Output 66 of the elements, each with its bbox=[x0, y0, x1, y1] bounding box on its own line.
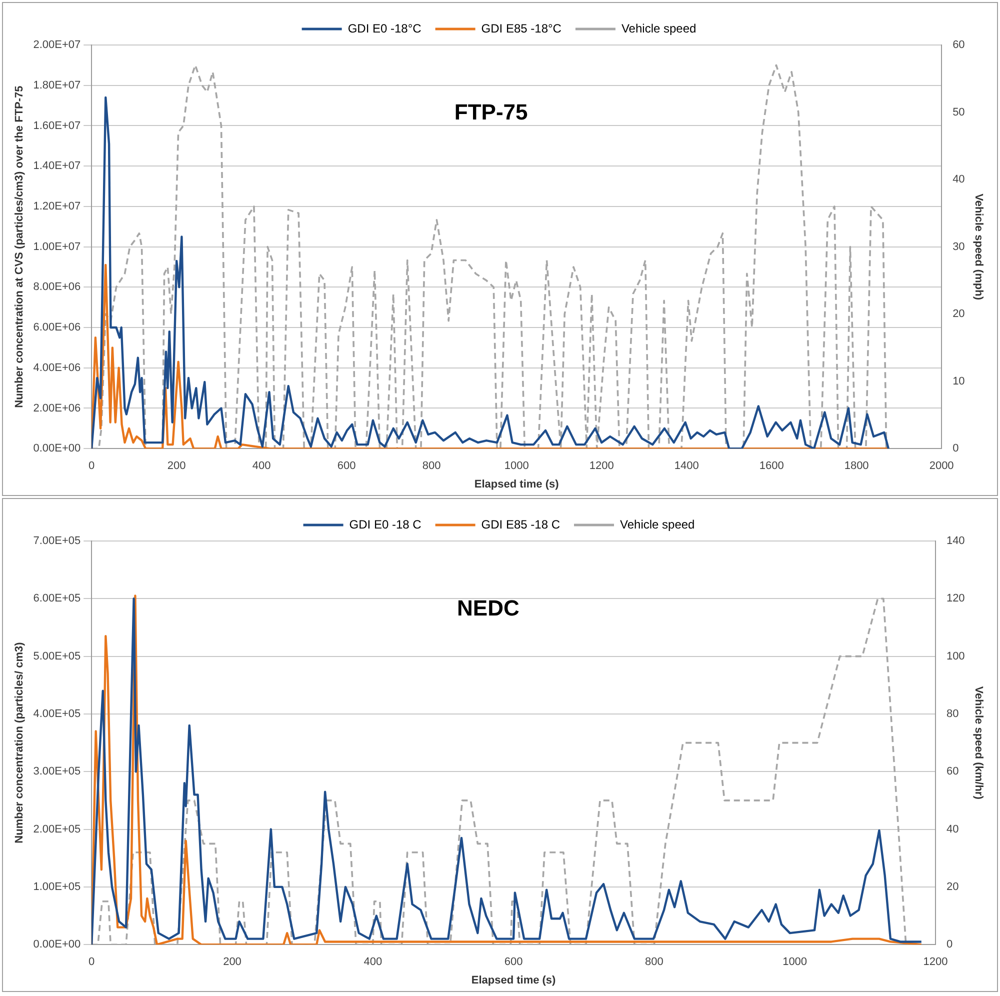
y-tick-label: 2.00E+05 bbox=[33, 823, 81, 836]
x-tick-label: 600 bbox=[504, 956, 523, 968]
x-tick-label: 2000 bbox=[929, 460, 954, 472]
y2-tick-label: 80 bbox=[946, 708, 959, 720]
x-tick-label: 1400 bbox=[674, 460, 699, 472]
x-tick-label: 800 bbox=[644, 956, 664, 968]
x-tick-label: 1600 bbox=[759, 460, 784, 472]
y2-tick-label: 40 bbox=[946, 823, 959, 836]
y-tick-label: 1.20E+07 bbox=[33, 200, 81, 212]
y2-tick-label: 0 bbox=[946, 938, 953, 951]
y2-tick-label: 50 bbox=[952, 106, 965, 118]
x-tick-label: 1800 bbox=[844, 460, 869, 472]
y2-axis-title: Vehicle speed (mph) bbox=[972, 194, 984, 300]
legend-label: GDI E85 -18 C bbox=[481, 517, 560, 532]
y-tick-label: 0.00E+00 bbox=[33, 938, 81, 951]
y2-tick-label: 40 bbox=[952, 174, 965, 186]
y-tick-label: 6.00E+06 bbox=[33, 322, 81, 334]
y2-axis-title: Vehicle speed (km/hr) bbox=[972, 686, 984, 800]
x-tick-label: 0 bbox=[88, 956, 95, 968]
y-tick-label: 1.60E+07 bbox=[33, 120, 81, 132]
legend-label: GDI E85 -18°C bbox=[481, 21, 562, 36]
legend-label: Vehicle speed bbox=[620, 517, 695, 532]
y2-tick-label: 60 bbox=[952, 39, 965, 52]
y2-tick-label: 20 bbox=[952, 308, 965, 320]
x-tick-label: 400 bbox=[364, 956, 382, 968]
x-tick-label: 1200 bbox=[589, 460, 614, 472]
y-tick-label: 1.80E+07 bbox=[33, 79, 81, 92]
x-tick-label: 200 bbox=[223, 956, 242, 968]
x-tick-label: 0 bbox=[88, 460, 95, 472]
text: NEDC bbox=[457, 596, 520, 621]
x-tick-label: 200 bbox=[167, 460, 186, 472]
y-tick-label: 5.00E+05 bbox=[33, 650, 81, 662]
x-axis-title: Elapsed time (s) bbox=[474, 478, 560, 490]
x-tick-label: 1200 bbox=[923, 956, 948, 968]
y2-tick-label: 140 bbox=[946, 535, 965, 548]
y2-tick-label: 100 bbox=[946, 650, 965, 662]
y-tick-label: 6.00E+05 bbox=[33, 592, 81, 605]
legend-label: GDI E0 -18 C bbox=[349, 517, 422, 532]
y-tick-label: 4.00E+05 bbox=[33, 708, 81, 720]
y2-tick-label: 10 bbox=[952, 375, 965, 388]
y2-tick-label: 60 bbox=[946, 766, 959, 778]
y-tick-label: 1.00E+07 bbox=[33, 240, 81, 253]
x-tick-label: 600 bbox=[337, 460, 356, 472]
y-tick-label: 0.00E+00 bbox=[33, 442, 81, 455]
y2-tick-label: 30 bbox=[952, 240, 965, 253]
legend-label: Vehicle speed bbox=[621, 21, 696, 36]
y-tick-label: 7.00E+05 bbox=[33, 535, 81, 548]
y-tick-label: 2.00E+06 bbox=[33, 402, 81, 414]
y-tick-label: 1.40E+07 bbox=[33, 160, 81, 172]
x-axis-title: Elapsed time (s) bbox=[471, 974, 556, 986]
x-tick-label: 800 bbox=[422, 460, 441, 472]
y-tick-label: 4.00E+06 bbox=[33, 362, 81, 374]
y-axis-title: Number concentration at CVS (particles/cm3) over the FTP-75 bbox=[14, 86, 26, 408]
y2-tick-label: 0 bbox=[952, 442, 959, 455]
legend-label: GDI E0 -18°C bbox=[348, 21, 422, 36]
text: FTP-75 bbox=[454, 100, 528, 125]
y2-tick-label: 120 bbox=[946, 592, 965, 605]
y-tick-label: 2.00E+07 bbox=[33, 39, 81, 52]
y-tick-label: 3.00E+05 bbox=[33, 766, 81, 778]
x-tick-label: 1000 bbox=[504, 460, 529, 472]
y2-tick-label: 20 bbox=[946, 880, 959, 893]
x-tick-label: 1000 bbox=[782, 956, 808, 968]
y-tick-label: 1.00E+05 bbox=[33, 880, 81, 893]
x-tick-label: 400 bbox=[252, 460, 271, 472]
y-tick-label: 8.00E+06 bbox=[33, 281, 81, 294]
y-axis-title: Number concentration (particles/ cm3) bbox=[14, 642, 26, 844]
